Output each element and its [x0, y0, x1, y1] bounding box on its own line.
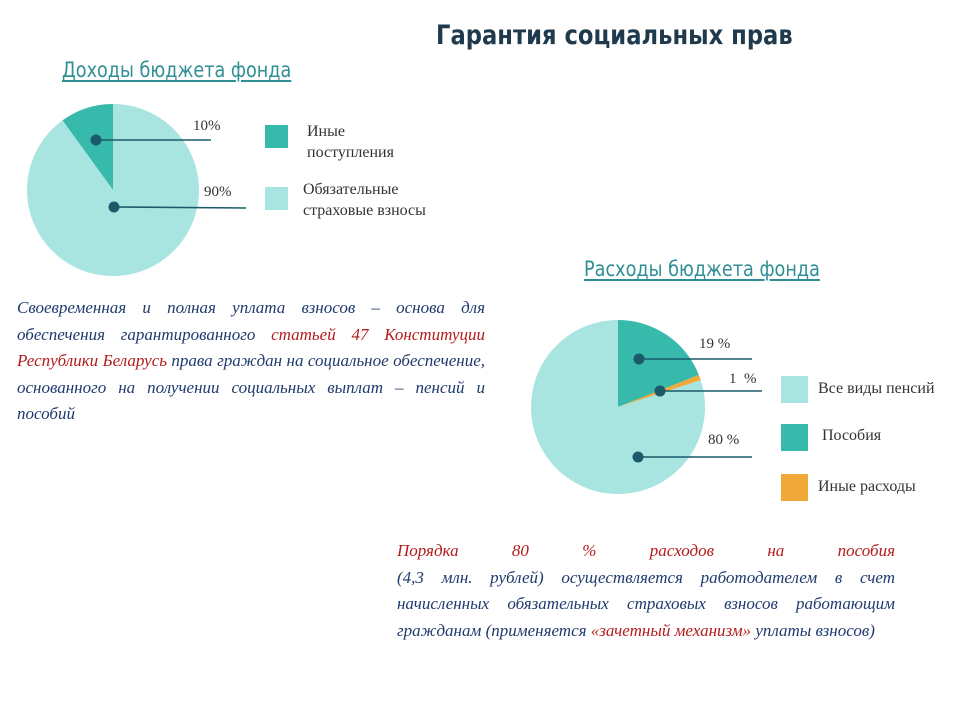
pct-label-other-expenses: 1 % [729, 371, 757, 387]
pie-slice [62, 104, 114, 190]
legend-swatch-other-expenses [781, 474, 808, 501]
income-pie [27, 104, 199, 277]
expense-chart-title: Расходы бюджета фонда [584, 257, 820, 281]
legend-label-pensions: Все виды пенсий [818, 380, 935, 397]
page-title: Гарантия социальных прав [436, 20, 793, 51]
expense-leaders: 19 % 1 % 80 % [632, 336, 762, 463]
legend-line: поступления [307, 144, 394, 161]
benefits-note: Порядка 80 % расходов на пособия (4,3 млн… [397, 538, 895, 644]
pct-label-benefits: 19 % [699, 336, 730, 352]
legend-line: страховые взносы [303, 202, 426, 219]
legend-swatch-contributions [265, 187, 288, 210]
pct-label-other-income: 10% [193, 118, 221, 134]
leader-dot-contributions [108, 201, 120, 213]
pie-slice [618, 320, 699, 407]
leader-dot-pensions [632, 451, 644, 463]
pct-label-contributions: 90% [204, 184, 232, 200]
benefits-note-part1: Порядка 80 % расходов на пособия [397, 541, 895, 560]
expense-pie [530, 320, 706, 494]
constitution-note: Своевременная и полная уплата взносов – … [17, 295, 485, 428]
note-text-part1: Своевременная и полная уплата взносов – … [17, 298, 485, 344]
leader-dot-benefits [633, 353, 645, 365]
legend-swatch-pensions [781, 376, 808, 403]
benefits-note-part4: уплаты взносов) [751, 620, 875, 640]
legend-label-other-expenses: Иные расходы [818, 478, 916, 495]
offset-mechanism: «зачетный механизм» [590, 620, 752, 640]
leader-dot-other-expenses [654, 385, 666, 397]
legend-swatch-other-income [265, 125, 288, 148]
pie-slice [27, 104, 199, 277]
income-leaders: 10% 90% [90, 118, 247, 213]
constitution-reference: статьей 47 Конституции Республики Белару… [17, 324, 485, 371]
leader-line-contributions [113, 206, 247, 209]
benefits-note-part2: (4,3 млн. рублей) осуществляется работод… [397, 567, 895, 640]
legend-label-other-income: Иные поступления [307, 121, 394, 163]
leader-dot-other-income [90, 134, 102, 146]
legend-line: Иные [307, 123, 345, 140]
pie-slice [530, 320, 706, 494]
pct-label-pensions: 80 % [708, 432, 739, 448]
note-text-part2: права граждан на социальное обеспечение,… [17, 351, 485, 423]
legend-label-contributions: Обязательные страховые взносы [303, 179, 426, 221]
legend-label-benefits: Пособия [822, 427, 882, 444]
income-chart-title: Доходы бюджета фонда [62, 58, 292, 82]
legend-swatch-benefits [781, 424, 808, 451]
legend-line: Обязательные [303, 181, 399, 198]
